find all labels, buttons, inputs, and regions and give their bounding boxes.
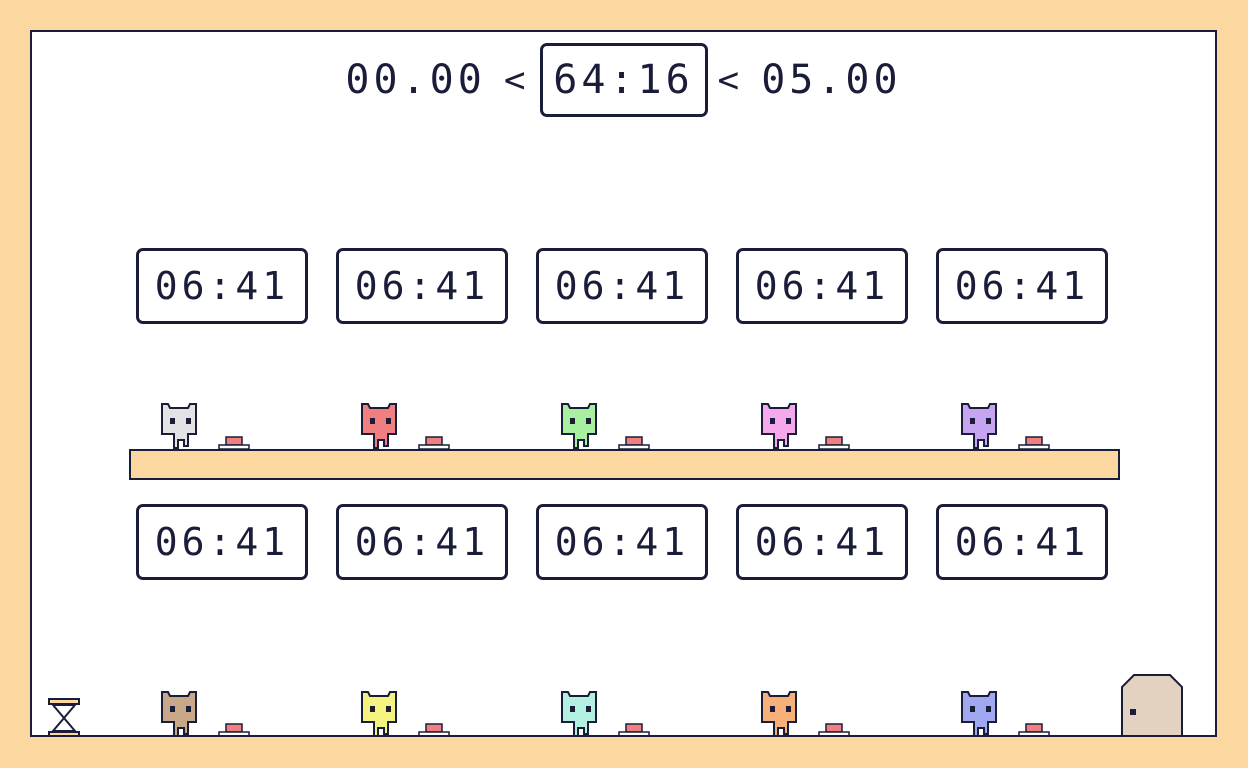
- cat-orange-character: [758, 690, 800, 735]
- clock-display: 06:41: [336, 504, 508, 580]
- floor-switch-button[interactable]: [418, 435, 450, 450]
- clock-display: 06:41: [536, 504, 708, 580]
- cat-purple-character: [958, 402, 1000, 450]
- floor-switch-button[interactable]: [618, 722, 650, 735]
- less-than-sign: <: [717, 59, 744, 101]
- floor-switch-button[interactable]: [818, 722, 850, 735]
- current-time: 64:16: [539, 43, 708, 117]
- less-than-sign: <: [503, 59, 530, 101]
- shelf-platform: [129, 449, 1120, 480]
- cat-yellow-character: [358, 690, 400, 735]
- cat-gray-character: [158, 402, 200, 450]
- end-time: 05.00: [761, 57, 902, 103]
- floor-switch-button[interactable]: [1018, 722, 1050, 735]
- cat-red-character: [358, 402, 400, 450]
- floor-switch-button[interactable]: [1018, 435, 1050, 450]
- cat-green-character: [558, 402, 600, 450]
- clock-display: 06:41: [936, 248, 1108, 324]
- timer-bar: 00.00 < 64:16 < 05.00: [32, 40, 1215, 120]
- clock-display: 06:41: [736, 248, 908, 324]
- start-time: 00.00: [345, 57, 486, 103]
- clock-display: 06:41: [536, 248, 708, 324]
- floor-switch-button[interactable]: [618, 435, 650, 450]
- cat-blue-character: [958, 690, 1000, 735]
- clock-display: 06:41: [136, 248, 308, 324]
- door-exit[interactable]: [1120, 673, 1184, 737]
- floor-switch-button[interactable]: [218, 722, 250, 735]
- game-stage: 00.00 < 64:16 < 05.00 06:41 06:41 06:41 06:…: [30, 30, 1217, 737]
- cat-brown-character: [158, 690, 200, 735]
- clock-display: 06:41: [936, 504, 1108, 580]
- floor-switch-button[interactable]: [218, 435, 250, 450]
- cat-pink-character: [758, 402, 800, 450]
- clock-display: 06:41: [336, 248, 508, 324]
- clock-display: 06:41: [136, 504, 308, 580]
- floor-switch-button[interactable]: [418, 722, 450, 735]
- hourglass-icon: [48, 698, 80, 735]
- cat-mint-character: [558, 690, 600, 735]
- clock-display: 06:41: [736, 504, 908, 580]
- floor-switch-button[interactable]: [818, 435, 850, 450]
